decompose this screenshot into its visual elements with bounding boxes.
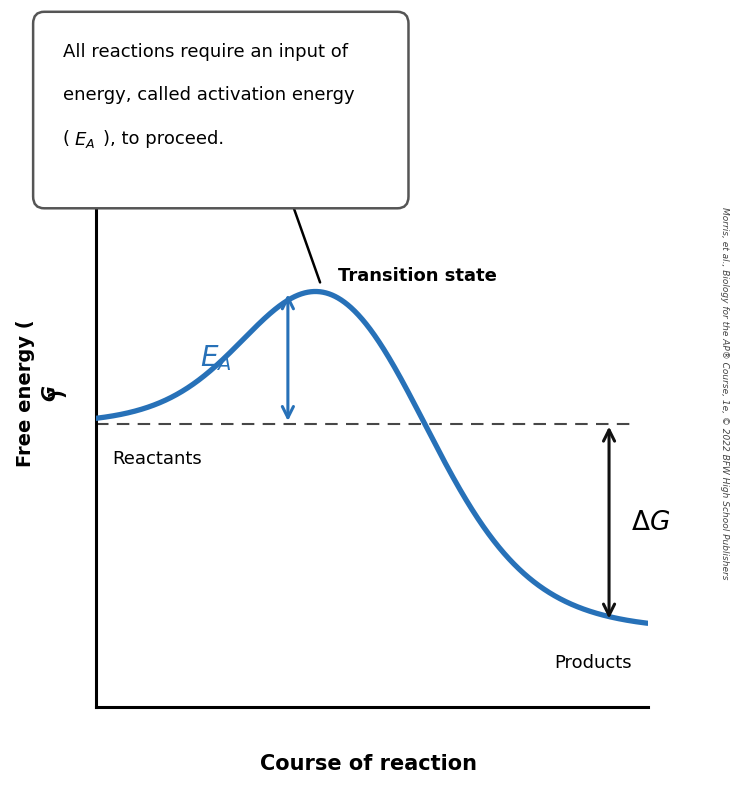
Text: ), to proceed.: ), to proceed. [103,130,224,148]
Text: Transition state: Transition state [338,267,497,285]
Text: Course of reaction: Course of reaction [260,755,476,774]
Text: energy, called activation energy: energy, called activation energy [63,86,354,105]
Text: Morris, et al., Biology for the AP® Course, 1e, © 2022 BFW High School Publisher: Morris, et al., Biology for the AP® Cour… [721,207,729,579]
Text: All reactions require an input of: All reactions require an input of [63,43,347,61]
Text: Reactants: Reactants [112,450,202,468]
Text: ): ) [47,388,66,398]
Text: Free energy (: Free energy ( [16,319,35,467]
Text: $\it{\Delta G}$: $\it{\Delta G}$ [631,509,670,535]
Text: $\it{E}_A$: $\it{E}_A$ [200,343,232,373]
Text: Products: Products [553,654,631,671]
Text: G: G [40,385,60,401]
Text: (: ( [63,130,70,148]
Text: $\it{E}_A$: $\it{E}_A$ [74,130,95,149]
